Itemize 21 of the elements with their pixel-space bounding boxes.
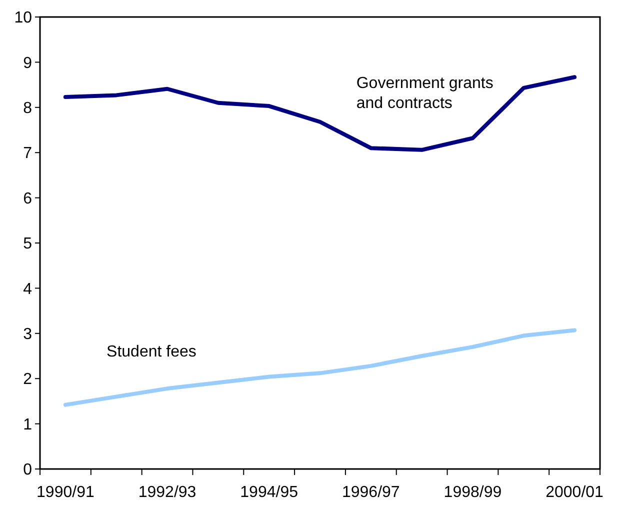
y-tick-label: 7 — [23, 145, 32, 162]
x-tick-label: 1994/95 — [240, 484, 298, 501]
x-tick-label: 1998/99 — [444, 484, 502, 501]
line-series — [63, 328, 577, 407]
y-tick-label: 6 — [23, 190, 32, 208]
y-tick-label: 1 — [23, 416, 32, 434]
x-tick-label: 1996/97 — [342, 484, 400, 501]
y-tick-label: 3 — [23, 326, 32, 343]
series-label: Government grants and contracts — [356, 74, 494, 112]
y-tick-label: 9 — [23, 54, 32, 72]
y-tick-label: 4 — [23, 280, 32, 298]
x-tick-label: 1990/91 — [36, 484, 94, 501]
y-tick-label: 0 — [23, 462, 32, 479]
y-tick-label: 8 — [23, 100, 32, 117]
x-tick-label: 1992/93 — [138, 484, 196, 501]
y-tick-label: 2 — [23, 371, 32, 388]
y-tick-label: 10 — [14, 10, 32, 27]
y-tick-label: 5 — [23, 236, 32, 253]
series-label: Student fees — [106, 344, 196, 361]
line-series — [63, 75, 577, 152]
x-tick-label: 2000/01 — [546, 484, 604, 501]
